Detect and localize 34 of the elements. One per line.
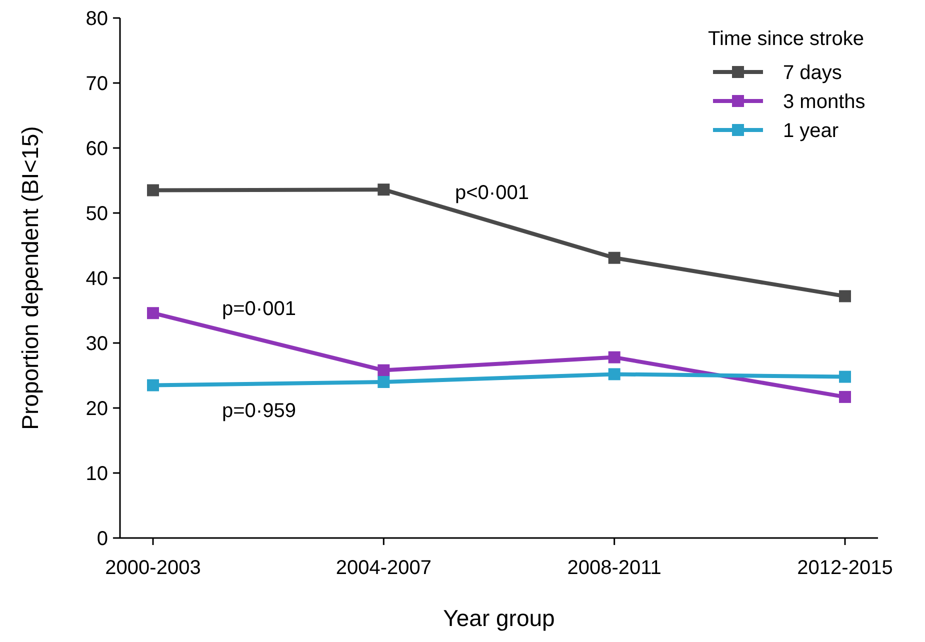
point — [839, 290, 851, 302]
y-tick-label: 20 — [86, 398, 108, 420]
legend-label: 3 months — [783, 91, 866, 113]
y-tick-label: 40 — [86, 268, 108, 290]
annotation: p=0·001 — [222, 298, 296, 320]
point — [839, 370, 851, 383]
x-axis-title: Year group — [443, 605, 555, 631]
point — [378, 184, 390, 196]
annotation: p=0·959 — [222, 400, 296, 422]
y-tick-label: 70 — [86, 73, 108, 95]
y-tick-label: 0 — [96, 528, 108, 550]
y-tick-label: 10 — [86, 463, 108, 485]
annotation: p<0·001 — [455, 182, 529, 204]
y-axis-title: Proportion dependent (BI<15) — [17, 126, 43, 430]
point — [608, 368, 620, 380]
point — [147, 307, 159, 320]
y-tick-label: 50 — [86, 203, 108, 225]
x-tick-label: 2000-2003 — [105, 557, 201, 579]
legend-title: Time since stroke — [708, 28, 864, 50]
x-tick-label: 2008-2011 — [567, 557, 662, 579]
x-tick-label: 2004-2007 — [336, 557, 432, 579]
point — [608, 252, 620, 264]
point — [378, 364, 390, 376]
x-tick-label: 2012-2015 — [797, 557, 893, 579]
point — [147, 379, 159, 392]
legend-label: 1 year — [783, 120, 839, 142]
point — [608, 351, 620, 364]
point — [839, 390, 851, 403]
y-tick-label: 60 — [86, 138, 108, 160]
y-tick-label: 30 — [86, 333, 108, 355]
y-tick-label: 80 — [86, 8, 108, 30]
point — [147, 184, 159, 196]
legend-label: 7 days — [783, 62, 842, 84]
point — [378, 376, 390, 388]
